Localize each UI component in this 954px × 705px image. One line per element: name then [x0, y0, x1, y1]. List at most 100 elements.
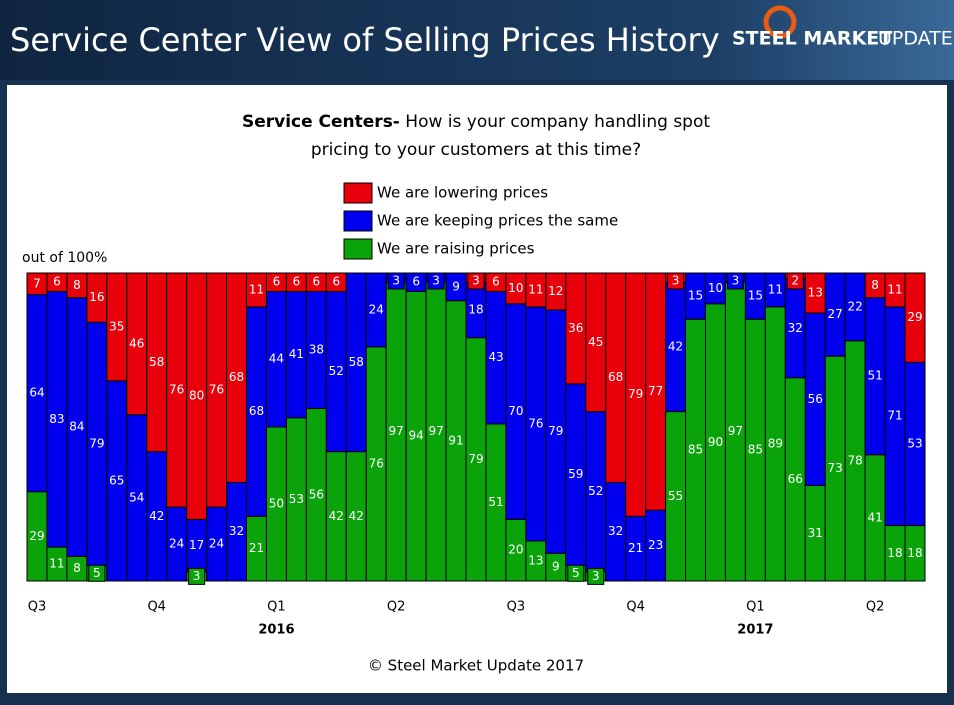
legend-label: We are keeping prices the same	[377, 212, 618, 230]
value-label: 76	[369, 456, 384, 470]
value-label: 85	[688, 443, 703, 457]
value-label: 41	[867, 510, 882, 524]
x-year-label: 2017	[737, 623, 773, 638]
value-label: 58	[149, 355, 164, 369]
value-label: 29	[907, 310, 922, 324]
value-label: 32	[788, 321, 803, 335]
value-label: 5	[572, 566, 580, 580]
value-label: 46	[129, 336, 144, 350]
value-label: 6	[293, 275, 301, 289]
value-label: 11	[768, 282, 783, 296]
header-title: Service Center View of Selling Prices Hi…	[10, 21, 720, 59]
value-label: 6	[332, 275, 340, 289]
value-label: 77	[648, 384, 663, 398]
value-label: 80	[189, 389, 204, 403]
x-tick-label: Q4	[626, 600, 645, 615]
value-label: 97	[428, 424, 443, 438]
label-box	[587, 567, 605, 585]
x-year-label: 2016	[258, 623, 294, 638]
chart-title: Service Centers- How is your company han…	[242, 112, 710, 132]
value-label: 73	[828, 461, 843, 475]
value-label: 66	[788, 472, 803, 486]
value-label: 6	[273, 275, 281, 289]
value-label: 6	[412, 275, 420, 289]
logo-mark	[763, 5, 797, 39]
value-label: 11	[528, 282, 543, 296]
value-label: 21	[249, 541, 264, 555]
value-label: 3	[732, 274, 740, 288]
value-label: 50	[269, 497, 284, 511]
value-label: 31	[808, 526, 823, 540]
value-label: 13	[808, 286, 823, 300]
value-label: 12	[548, 284, 563, 298]
legend-label: We are raising prices	[377, 240, 535, 258]
value-label: 53	[289, 492, 304, 506]
value-label: 97	[728, 424, 743, 438]
value-label: 2	[791, 274, 799, 288]
value-label: 7	[33, 276, 41, 290]
label-box	[427, 272, 445, 290]
value-label: 43	[488, 350, 503, 364]
value-label: 15	[748, 289, 763, 303]
value-label: 27	[828, 307, 843, 321]
value-label: 11	[887, 282, 902, 296]
value-label: 22	[848, 299, 863, 313]
value-label: 59	[568, 467, 583, 481]
legend-swatch	[343, 210, 373, 232]
value-label: 79	[468, 452, 483, 466]
value-label: 6	[53, 275, 61, 289]
value-label: 68	[249, 404, 264, 418]
value-label: 89	[768, 436, 783, 450]
value-label: 91	[448, 433, 463, 447]
title-line: pricing to your customers at this time?	[311, 140, 641, 160]
x-tick-label: Q3	[507, 600, 526, 615]
value-label: 42	[349, 509, 364, 523]
value-label: 6	[492, 275, 500, 289]
value-label: 51	[867, 369, 882, 383]
value-label: 79	[548, 424, 563, 438]
value-label: 21	[628, 541, 643, 555]
value-label: 23	[648, 538, 663, 552]
value-label: 11	[249, 282, 264, 296]
note: © Steel Market Update 2017	[368, 657, 584, 675]
label-box	[467, 272, 485, 290]
label-box	[88, 564, 106, 582]
value-label: 52	[588, 484, 603, 498]
value-label: 24	[369, 302, 384, 316]
legend-swatch	[343, 238, 373, 260]
value-label: 84	[69, 420, 84, 434]
value-label: 68	[229, 370, 244, 384]
value-label: 42	[149, 509, 164, 523]
value-label: 71	[887, 409, 902, 423]
legend-label: We are lowering prices	[377, 184, 548, 202]
value-label: 3	[193, 569, 201, 583]
value-label: 41	[289, 347, 304, 361]
y-label: out of 100%	[22, 250, 107, 266]
value-label: 15	[688, 289, 703, 303]
label-box	[667, 272, 685, 290]
value-label: 76	[209, 383, 224, 397]
value-label: 3	[592, 569, 600, 583]
value-label: 85	[748, 443, 763, 457]
value-label: 29	[29, 529, 44, 543]
value-label: 18	[887, 546, 902, 560]
value-label: 76	[528, 416, 543, 430]
value-label: 36	[568, 321, 583, 335]
x-tick-label: Q1	[746, 600, 765, 615]
value-label: 3	[672, 274, 680, 288]
value-label: 90	[708, 435, 723, 449]
value-label: 45	[588, 335, 603, 349]
value-label: 79	[89, 436, 104, 450]
value-label: 24	[169, 537, 184, 551]
x-tick-label: Q2	[866, 600, 885, 615]
title-lead: Service Centers-	[242, 112, 400, 132]
value-label: 9	[552, 560, 560, 574]
value-label: 3	[472, 274, 480, 288]
label-box	[567, 564, 585, 582]
value-label: 68	[608, 370, 623, 384]
x-tick-label: Q4	[147, 600, 166, 615]
x-tick-label: Q2	[387, 600, 406, 615]
logo-light: UPDATE	[878, 28, 953, 50]
value-label: 42	[329, 509, 344, 523]
